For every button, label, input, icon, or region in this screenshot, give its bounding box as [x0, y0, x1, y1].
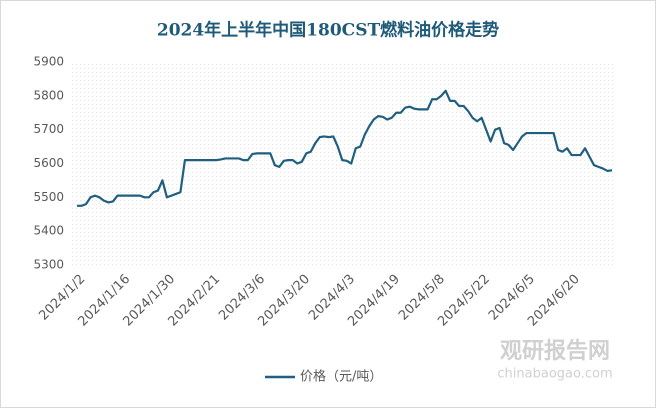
data-line: [77, 89, 613, 207]
y-tick-label: 5700: [33, 122, 64, 136]
watermark-name: 观研报告网: [500, 339, 610, 364]
y-tick-label: 5900: [33, 55, 64, 69]
y-tick-label: 5600: [33, 156, 64, 170]
y-tick-label: 5400: [33, 224, 64, 238]
chart-title: 2024年上半年中国180CST燃料油价格走势: [157, 20, 499, 41]
y-tick-label: 5800: [33, 88, 64, 102]
plot-area: [70, 62, 615, 265]
watermark-url: chinabaogao.com: [497, 367, 612, 382]
y-tick-label: 5300: [33, 258, 64, 272]
legend-label: 价格（元/吨）: [300, 369, 382, 385]
y-tick-label: 5500: [33, 190, 64, 204]
